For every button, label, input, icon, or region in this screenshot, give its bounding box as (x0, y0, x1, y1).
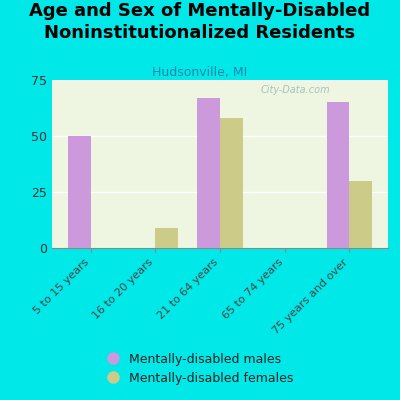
Legend: Mentally-disabled males, Mentally-disabled females: Mentally-disabled males, Mentally-disabl… (102, 348, 298, 390)
Bar (220, 118, 243, 248)
Bar (197, 98, 220, 248)
Text: Hudsonville, MI: Hudsonville, MI (152, 66, 248, 79)
Bar (68, 136, 91, 248)
Text: City-Data.com: City-Data.com (260, 85, 330, 95)
Bar (155, 228, 178, 248)
Text: Age and Sex of Mentally-Disabled
Noninstitutionalized Residents: Age and Sex of Mentally-Disabled Noninst… (30, 2, 370, 42)
Bar (327, 102, 349, 248)
Bar (349, 181, 372, 248)
